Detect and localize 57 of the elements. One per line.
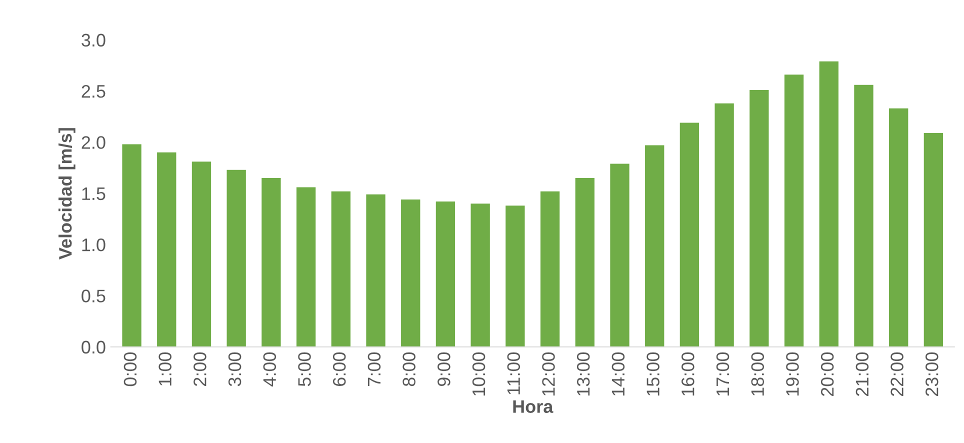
bar	[680, 122, 700, 347]
bar	[262, 178, 281, 347]
x-axis-title: Hora	[513, 400, 554, 413]
x-tick-label: 4:00	[263, 352, 276, 386]
bar	[889, 108, 908, 347]
y-axis-title: Velocidad [m/s]	[58, 128, 76, 260]
bar	[784, 74, 804, 347]
x-tick-label: 5:00	[298, 352, 311, 386]
x-tick-label: 19:00	[786, 352, 799, 396]
x-tick-label: 23:00	[926, 352, 938, 396]
y-tick-label: 2.5	[82, 84, 106, 98]
x-tick-label: 9:00	[438, 352, 450, 386]
x-tick-label: 0:00	[124, 352, 137, 386]
bar	[157, 152, 176, 347]
x-tick-label: 13:00	[576, 352, 590, 396]
bar	[436, 202, 456, 347]
bar	[331, 191, 350, 347]
x-tick-label: 3:00	[228, 352, 242, 386]
y-tick-label: 1.0	[82, 238, 106, 252]
x-tick-label: 18:00	[751, 352, 764, 396]
y-tick-label: 0.0	[82, 340, 106, 354]
bar	[226, 170, 246, 347]
x-tick-label: 12:00	[542, 352, 555, 396]
x-tick-label: 14:00	[612, 352, 625, 396]
x-tick-label: 16:00	[682, 352, 694, 396]
bar	[575, 178, 594, 347]
x-tick-label: 10:00	[472, 352, 486, 396]
x-tick-label: 6:00	[332, 352, 346, 386]
x-tick-label: 21:00	[856, 352, 869, 396]
bar	[750, 90, 769, 347]
y-tick-label: 1.5	[82, 187, 106, 200]
y-tick-label: 0.5	[82, 290, 106, 302]
bar	[296, 187, 316, 347]
x-tick-label: 11:00	[507, 352, 520, 394]
bar	[192, 162, 212, 347]
y-tick-label: 3.0	[82, 34, 106, 47]
bar	[645, 145, 664, 347]
x-tick-label: 1:00	[158, 352, 172, 386]
bar	[714, 103, 734, 347]
x-tick-label: 22:00	[890, 352, 904, 396]
bar	[366, 194, 386, 347]
x-tick-label: 17:00	[716, 352, 730, 396]
bar	[610, 164, 630, 347]
bar	[506, 206, 525, 347]
bar	[819, 61, 838, 347]
x-tick-label: 15:00	[646, 352, 660, 396]
bar	[401, 200, 420, 347]
bar	[854, 84, 874, 347]
bar	[122, 144, 142, 347]
bar	[540, 191, 560, 347]
x-tick-label: 7:00	[368, 352, 381, 386]
x-tick-label: 20:00	[820, 352, 834, 396]
bar	[924, 132, 944, 347]
x-tick-label: 2:00	[194, 352, 206, 386]
y-tick-label: 2.0	[82, 136, 106, 149]
x-tick-label: 8:00	[402, 352, 416, 386]
bar	[470, 204, 490, 347]
